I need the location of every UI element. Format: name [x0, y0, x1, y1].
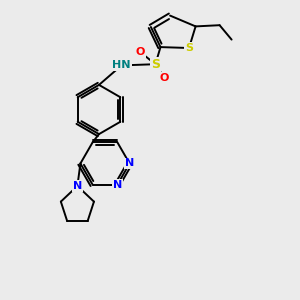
Text: HN: HN — [112, 60, 131, 70]
Text: N: N — [113, 180, 122, 190]
Text: O: O — [160, 73, 169, 83]
Text: S: S — [185, 43, 193, 53]
Text: S: S — [151, 58, 160, 71]
Text: N: N — [73, 181, 82, 191]
Text: N: N — [125, 158, 134, 169]
Text: O: O — [136, 47, 145, 57]
